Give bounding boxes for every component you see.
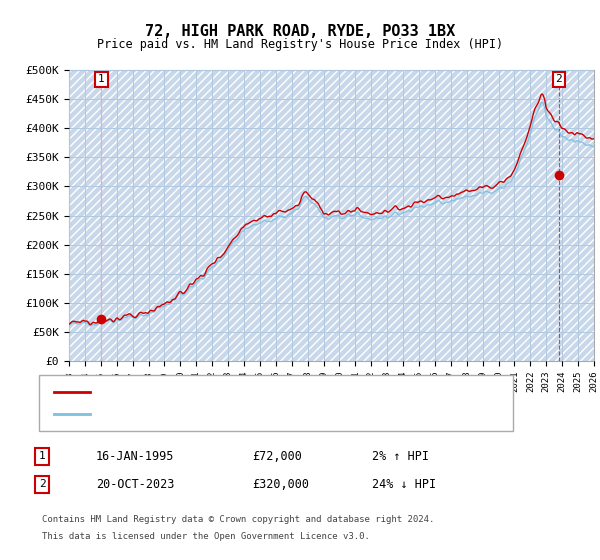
Text: 16-JAN-1995: 16-JAN-1995	[96, 450, 175, 463]
Text: 2% ↑ HPI: 2% ↑ HPI	[372, 450, 429, 463]
Text: 72, HIGH PARK ROAD, RYDE, PO33 1BX: 72, HIGH PARK ROAD, RYDE, PO33 1BX	[145, 24, 455, 39]
Text: 2: 2	[556, 74, 562, 85]
Text: Price paid vs. HM Land Registry's House Price Index (HPI): Price paid vs. HM Land Registry's House …	[97, 38, 503, 51]
Text: 72, HIGH PARK ROAD, RYDE, PO33 1BX (detached house): 72, HIGH PARK ROAD, RYDE, PO33 1BX (deta…	[99, 387, 418, 397]
Text: 1: 1	[98, 74, 105, 85]
Text: 20-OCT-2023: 20-OCT-2023	[96, 478, 175, 491]
Text: HPI: Average price, detached house, Isle of Wight: HPI: Average price, detached house, Isle…	[99, 409, 405, 419]
Text: Contains HM Land Registry data © Crown copyright and database right 2024.: Contains HM Land Registry data © Crown c…	[42, 515, 434, 524]
Text: This data is licensed under the Open Government Licence v3.0.: This data is licensed under the Open Gov…	[42, 532, 370, 541]
Text: £320,000: £320,000	[252, 478, 309, 491]
Text: £72,000: £72,000	[252, 450, 302, 463]
Text: 24% ↓ HPI: 24% ↓ HPI	[372, 478, 436, 491]
Text: 2: 2	[38, 479, 46, 489]
Text: 1: 1	[38, 451, 46, 461]
